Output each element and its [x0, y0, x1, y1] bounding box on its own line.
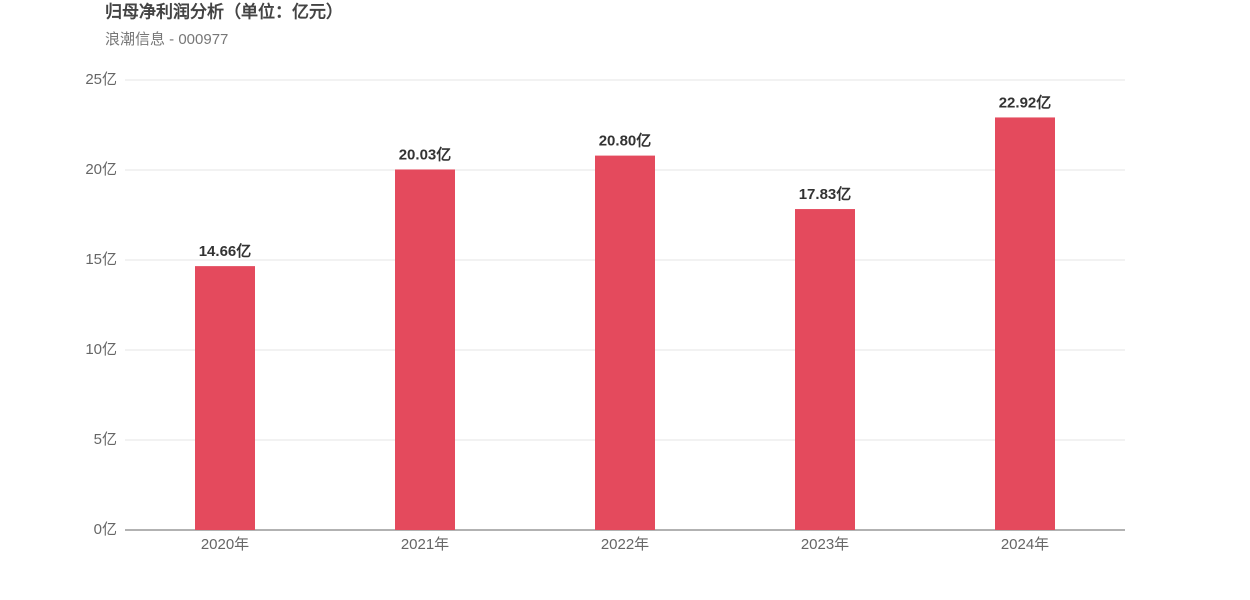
- value-label: 17.83亿: [799, 185, 852, 203]
- y-tick-label: 15亿: [85, 251, 117, 268]
- x-tick-label: 2024年: [1001, 536, 1049, 553]
- value-label: 14.66亿: [199, 242, 252, 260]
- bar: [795, 209, 855, 530]
- x-tick-label: 2022年: [601, 536, 649, 553]
- bar: [595, 155, 655, 530]
- x-tick-label: 2020年: [201, 536, 249, 553]
- y-tick-label: 0亿: [94, 521, 117, 538]
- value-label: 22.92亿: [999, 93, 1052, 111]
- bar: [995, 117, 1055, 530]
- chart-subtitle: 浪潮信息 - 000977: [105, 31, 228, 48]
- bar: [195, 266, 255, 530]
- x-tick-label: 2023年: [801, 536, 849, 553]
- value-label: 20.80亿: [599, 132, 652, 150]
- y-tick-label: 25亿: [85, 71, 117, 88]
- y-tick-label: 10亿: [85, 341, 117, 358]
- y-tick-label: 5亿: [94, 431, 117, 448]
- y-tick-label: 20亿: [85, 161, 117, 178]
- value-label: 20.03亿: [399, 145, 452, 163]
- x-tick-label: 2021年: [401, 536, 449, 553]
- bar: [395, 169, 455, 530]
- chart-title: 归母净利润分析（单位：亿元）: [105, 1, 343, 21]
